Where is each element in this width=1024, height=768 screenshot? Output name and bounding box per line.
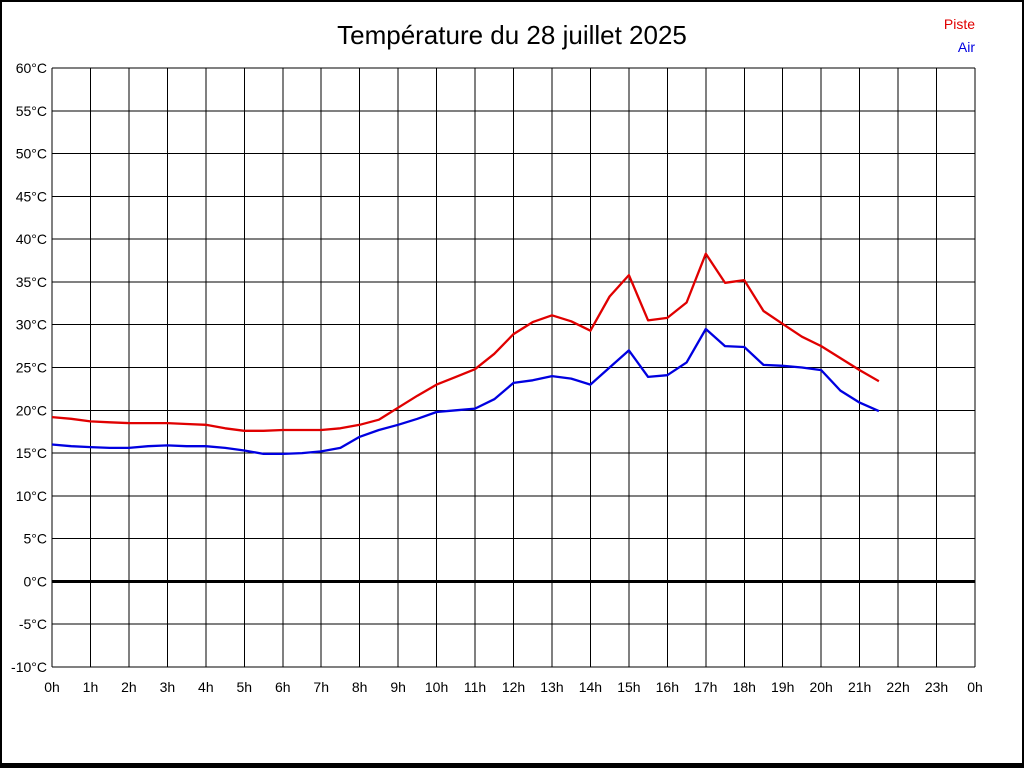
legend-item-air: Air — [957, 39, 975, 55]
x-tick-label: 22h — [886, 679, 909, 695]
x-tick-label: 23h — [925, 679, 948, 695]
x-tick-label: 11h — [464, 679, 486, 695]
y-tick-label: 10°C — [16, 488, 47, 504]
chart-title: Température du 28 juillet 2025 — [337, 20, 687, 50]
x-tick-label: 20h — [809, 679, 832, 695]
legend: Piste Air — [944, 13, 975, 59]
y-tick-label: 40°C — [16, 231, 47, 247]
y-tick-label: 30°C — [16, 317, 47, 333]
x-tick-label: 7h — [313, 679, 329, 695]
y-tick-label: 60°C — [16, 60, 47, 76]
x-tick-label: 12h — [502, 679, 525, 695]
x-tick-label: 16h — [656, 679, 679, 695]
x-tick-label: 8h — [352, 679, 368, 695]
y-tick-label: 45°C — [16, 188, 47, 204]
x-tick-label: 5h — [237, 679, 253, 695]
axis-labels: 0h 1h 2h 3h 4h 5h 6h 7h 8h 9h 10h 11h 12h 13h 14h 15h 16… — [11, 60, 983, 695]
x-tick-label: 2h — [121, 679, 137, 695]
y-tick-label: 20°C — [16, 402, 47, 418]
y-tick-label: -10°C — [11, 659, 47, 675]
x-tick-label: 13h — [540, 679, 563, 695]
y-tick-label: 50°C — [16, 146, 47, 162]
series-line-air — [51, 327, 880, 456]
y-tick-label: 0°C — [24, 573, 48, 589]
x-tick-label: 0h — [44, 679, 60, 695]
x-tick-label: 18h — [733, 679, 756, 695]
x-tick-label: 15h — [617, 679, 640, 695]
series-lines — [51, 252, 880, 456]
x-tick-label: 1h — [83, 679, 99, 695]
x-tick-label: 4h — [198, 679, 214, 695]
y-tick-label: 15°C — [16, 445, 47, 461]
x-tick-label: 19h — [771, 679, 794, 695]
x-tick-label: 10h — [425, 679, 448, 695]
grid — [51, 67, 976, 668]
y-tick-label: 35°C — [16, 274, 47, 290]
y-tick-label: 5°C — [24, 531, 48, 547]
legend-item-piste: Piste — [943, 16, 975, 32]
x-tick-label: 14h — [579, 679, 602, 695]
x-tick-label: 3h — [160, 679, 176, 695]
y-tick-label: 55°C — [16, 103, 47, 119]
series-line-piste — [51, 252, 880, 432]
x-tick-label: 17h — [694, 679, 717, 695]
x-tick-label: 9h — [390, 679, 406, 695]
x-tick-label: 0h — [967, 679, 983, 695]
y-tick-label: -5°C — [19, 616, 47, 632]
x-tick-label: 6h — [275, 679, 291, 695]
x-tick-label: 21h — [848, 679, 871, 695]
y-tick-label: 25°C — [16, 360, 47, 376]
